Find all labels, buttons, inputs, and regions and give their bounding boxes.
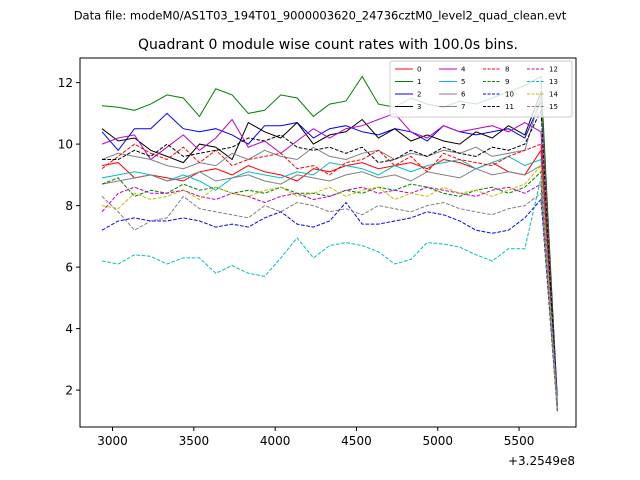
y-tick-label: 10 [58,138,73,152]
plot-frame [79,57,577,428]
legend-label-4: 4 [461,66,466,74]
legend-label-13: 13 [549,78,558,86]
series-line-2 [101,100,558,397]
legend-label-7: 7 [461,103,465,111]
y-tick-label: 2 [65,384,73,398]
series-line-5 [101,155,558,409]
legend-label-5: 5 [461,78,465,86]
y-tick-label: 6 [65,261,73,275]
legend-label-0: 0 [417,66,421,74]
x-tick-label: 3000 [97,434,128,448]
series-line-11 [102,110,558,409]
y-tick-label: 12 [58,76,73,90]
legend-label-2: 2 [417,91,421,99]
chart-suptitle: Data file: modeM0/AS1T03_194T01_90000036… [74,9,567,23]
series-line-1 [101,75,558,403]
legend-box [389,60,573,118]
x-tick-label: 5500 [504,434,535,448]
series-line-4 [101,112,558,403]
series-line-15 [101,192,558,409]
x-offset-label: +3.2549e8 [508,454,575,468]
series-line-10 [101,198,558,412]
legend-label-14: 14 [549,91,558,99]
series-line-3 [101,91,558,406]
x-tick-label: 4000 [260,434,291,448]
x-axis: 3000 3500 4000 4500 5000 5500 [97,427,534,448]
legend-label-8: 8 [505,66,509,74]
x-tick-label: 3500 [179,434,210,448]
legend-label-10: 10 [505,91,514,99]
y-tick-label: 8 [65,199,73,213]
legend-label-11: 11 [505,103,514,111]
legend-label-1: 1 [417,78,421,86]
series-line-0 [101,148,558,406]
series-lines [101,75,558,412]
series-line-8 [101,143,558,406]
legend-label-6: 6 [461,91,466,99]
x-tick-label: 4500 [341,434,372,448]
chart-title: Quadrant 0 module wise count rates with … [138,37,518,53]
series-line-9 [101,170,558,406]
y-tick-label: 4 [65,322,73,336]
series-line-7 [101,164,558,409]
legend-label-12: 12 [549,66,558,74]
series-line-6 [101,94,558,409]
series-line-13 [101,177,558,403]
legend-label-15: 15 [549,103,558,111]
legend-label-3: 3 [417,103,421,111]
series-line-12 [101,183,558,406]
x-tick-label: 5000 [422,434,453,448]
y-axis: 2 4 6 8 10 12 [58,76,80,398]
series-line-14 [101,164,558,409]
legend-label-9: 9 [505,78,509,86]
